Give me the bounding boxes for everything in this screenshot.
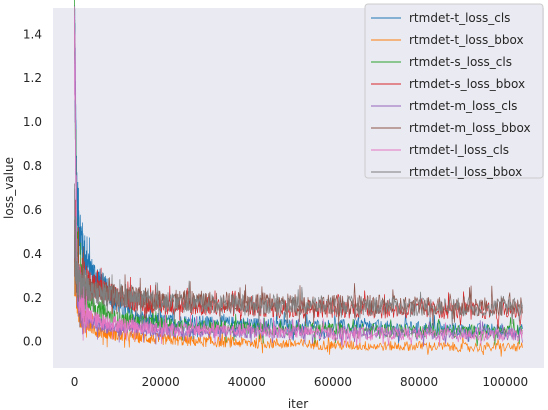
legend-label: rtmdet-m_loss_cls bbox=[409, 99, 517, 113]
legend: rtmdet-t_loss_cls rtmdet-t_loss_bboxrtmde… bbox=[364, 3, 544, 179]
y-tick-label: 0.4 bbox=[23, 247, 42, 261]
x-tick-label: 60000 bbox=[314, 375, 352, 389]
legend-label: rtmdet-l_loss_bbox bbox=[409, 165, 522, 179]
series-line-rtmdet-s_loss_bbox bbox=[74, 199, 523, 331]
y-tick-label: 1.2 bbox=[23, 71, 42, 85]
legend-box bbox=[364, 3, 544, 179]
series-layer bbox=[74, 0, 523, 357]
x-axis-ticks: 0 20000 40000 60000 80000 100000 bbox=[71, 375, 528, 389]
y-tick-label: 0.0 bbox=[23, 335, 42, 349]
x-tick-label: 0 bbox=[71, 375, 79, 389]
y-tick-label: 0.2 bbox=[23, 291, 42, 305]
legend-label: rtmdet-t_loss_bbox bbox=[409, 33, 524, 47]
legend-label: rtmdet-m_loss_bbox bbox=[409, 121, 531, 135]
y-tick-label: 1.4 bbox=[23, 27, 42, 41]
series-line-rtmdet-l_loss_bbox bbox=[74, 183, 523, 327]
series-line-rtmdet-s_loss_cls bbox=[74, 0, 523, 347]
x-axis-label: iter bbox=[288, 397, 308, 410]
legend-label: rtmdet-s_loss_cls bbox=[409, 55, 512, 69]
y-axis-label: loss_value bbox=[2, 157, 16, 219]
x-tick-label: 80000 bbox=[400, 375, 438, 389]
x-tick-label: 40000 bbox=[228, 375, 266, 389]
legend-label: rtmdet-t_loss_cls bbox=[409, 11, 510, 25]
x-tick-label: 100000 bbox=[482, 375, 528, 389]
y-tick-label: 0.8 bbox=[23, 159, 42, 173]
y-axis-ticks: 0.0 0.2 0.4 0.6 0.8 1.0 1.2 1.4 bbox=[23, 27, 42, 348]
y-tick-label: 1.0 bbox=[23, 115, 42, 129]
series-line-rtmdet-l_loss_cls bbox=[74, 6, 523, 347]
legend-label: rtmdet-l_loss_cls bbox=[409, 143, 509, 157]
legend-label: rtmdet-s_loss_bbox bbox=[409, 77, 525, 91]
x-tick-label: 20000 bbox=[142, 375, 180, 389]
y-tick-label: 0.6 bbox=[23, 203, 42, 217]
